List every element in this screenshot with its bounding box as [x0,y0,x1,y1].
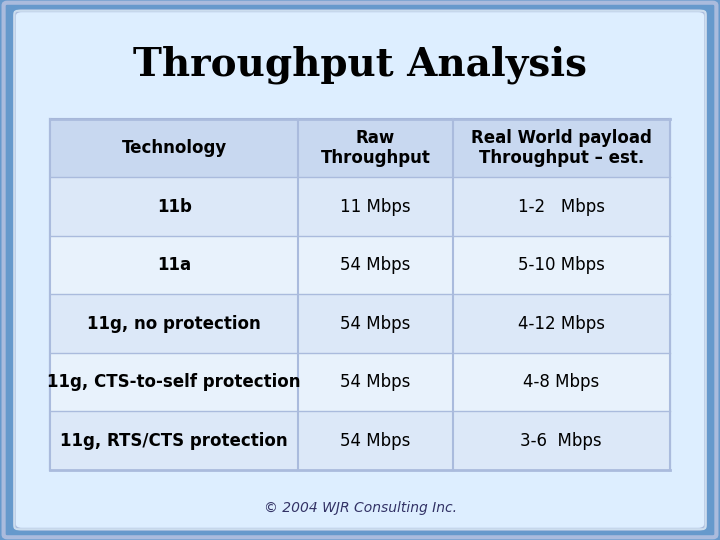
Bar [50,294,670,353]
Text: 54 Mbps: 54 Mbps [341,431,410,449]
Text: © 2004 WJR Consulting Inc.: © 2004 WJR Consulting Inc. [264,501,456,515]
Text: 4-8 Mbps: 4-8 Mbps [523,373,599,391]
FancyBboxPatch shape [14,11,706,529]
Text: 11b: 11b [157,198,192,215]
Text: 54 Mbps: 54 Mbps [341,373,410,391]
Text: Technology: Technology [122,139,227,157]
Text: 3-6  Mbps: 3-6 Mbps [521,431,602,449]
Bar [50,353,670,411]
Text: Throughput Analysis: Throughput Analysis [133,45,587,84]
Bar [50,119,670,177]
Bar [50,236,670,294]
Bar [50,119,670,470]
Text: 11 Mbps: 11 Mbps [340,198,411,215]
Text: 11a: 11a [157,256,192,274]
Text: 11g, RTS/CTS protection: 11g, RTS/CTS protection [60,431,288,449]
Text: Real World payload
Throughput – est.: Real World payload Throughput – est. [471,129,652,167]
Text: 11g, CTS-to-self protection: 11g, CTS-to-self protection [48,373,301,391]
Text: 1-2   Mbps: 1-2 Mbps [518,198,605,215]
Text: 5-10 Mbps: 5-10 Mbps [518,256,605,274]
Text: 11g, no protection: 11g, no protection [87,314,261,333]
Text: 54 Mbps: 54 Mbps [341,314,410,333]
Text: 4-12 Mbps: 4-12 Mbps [518,314,605,333]
Text: 54 Mbps: 54 Mbps [341,256,410,274]
Bar [50,177,670,236]
Bar [50,411,670,470]
Text: Raw
Throughput: Raw Throughput [320,129,431,167]
